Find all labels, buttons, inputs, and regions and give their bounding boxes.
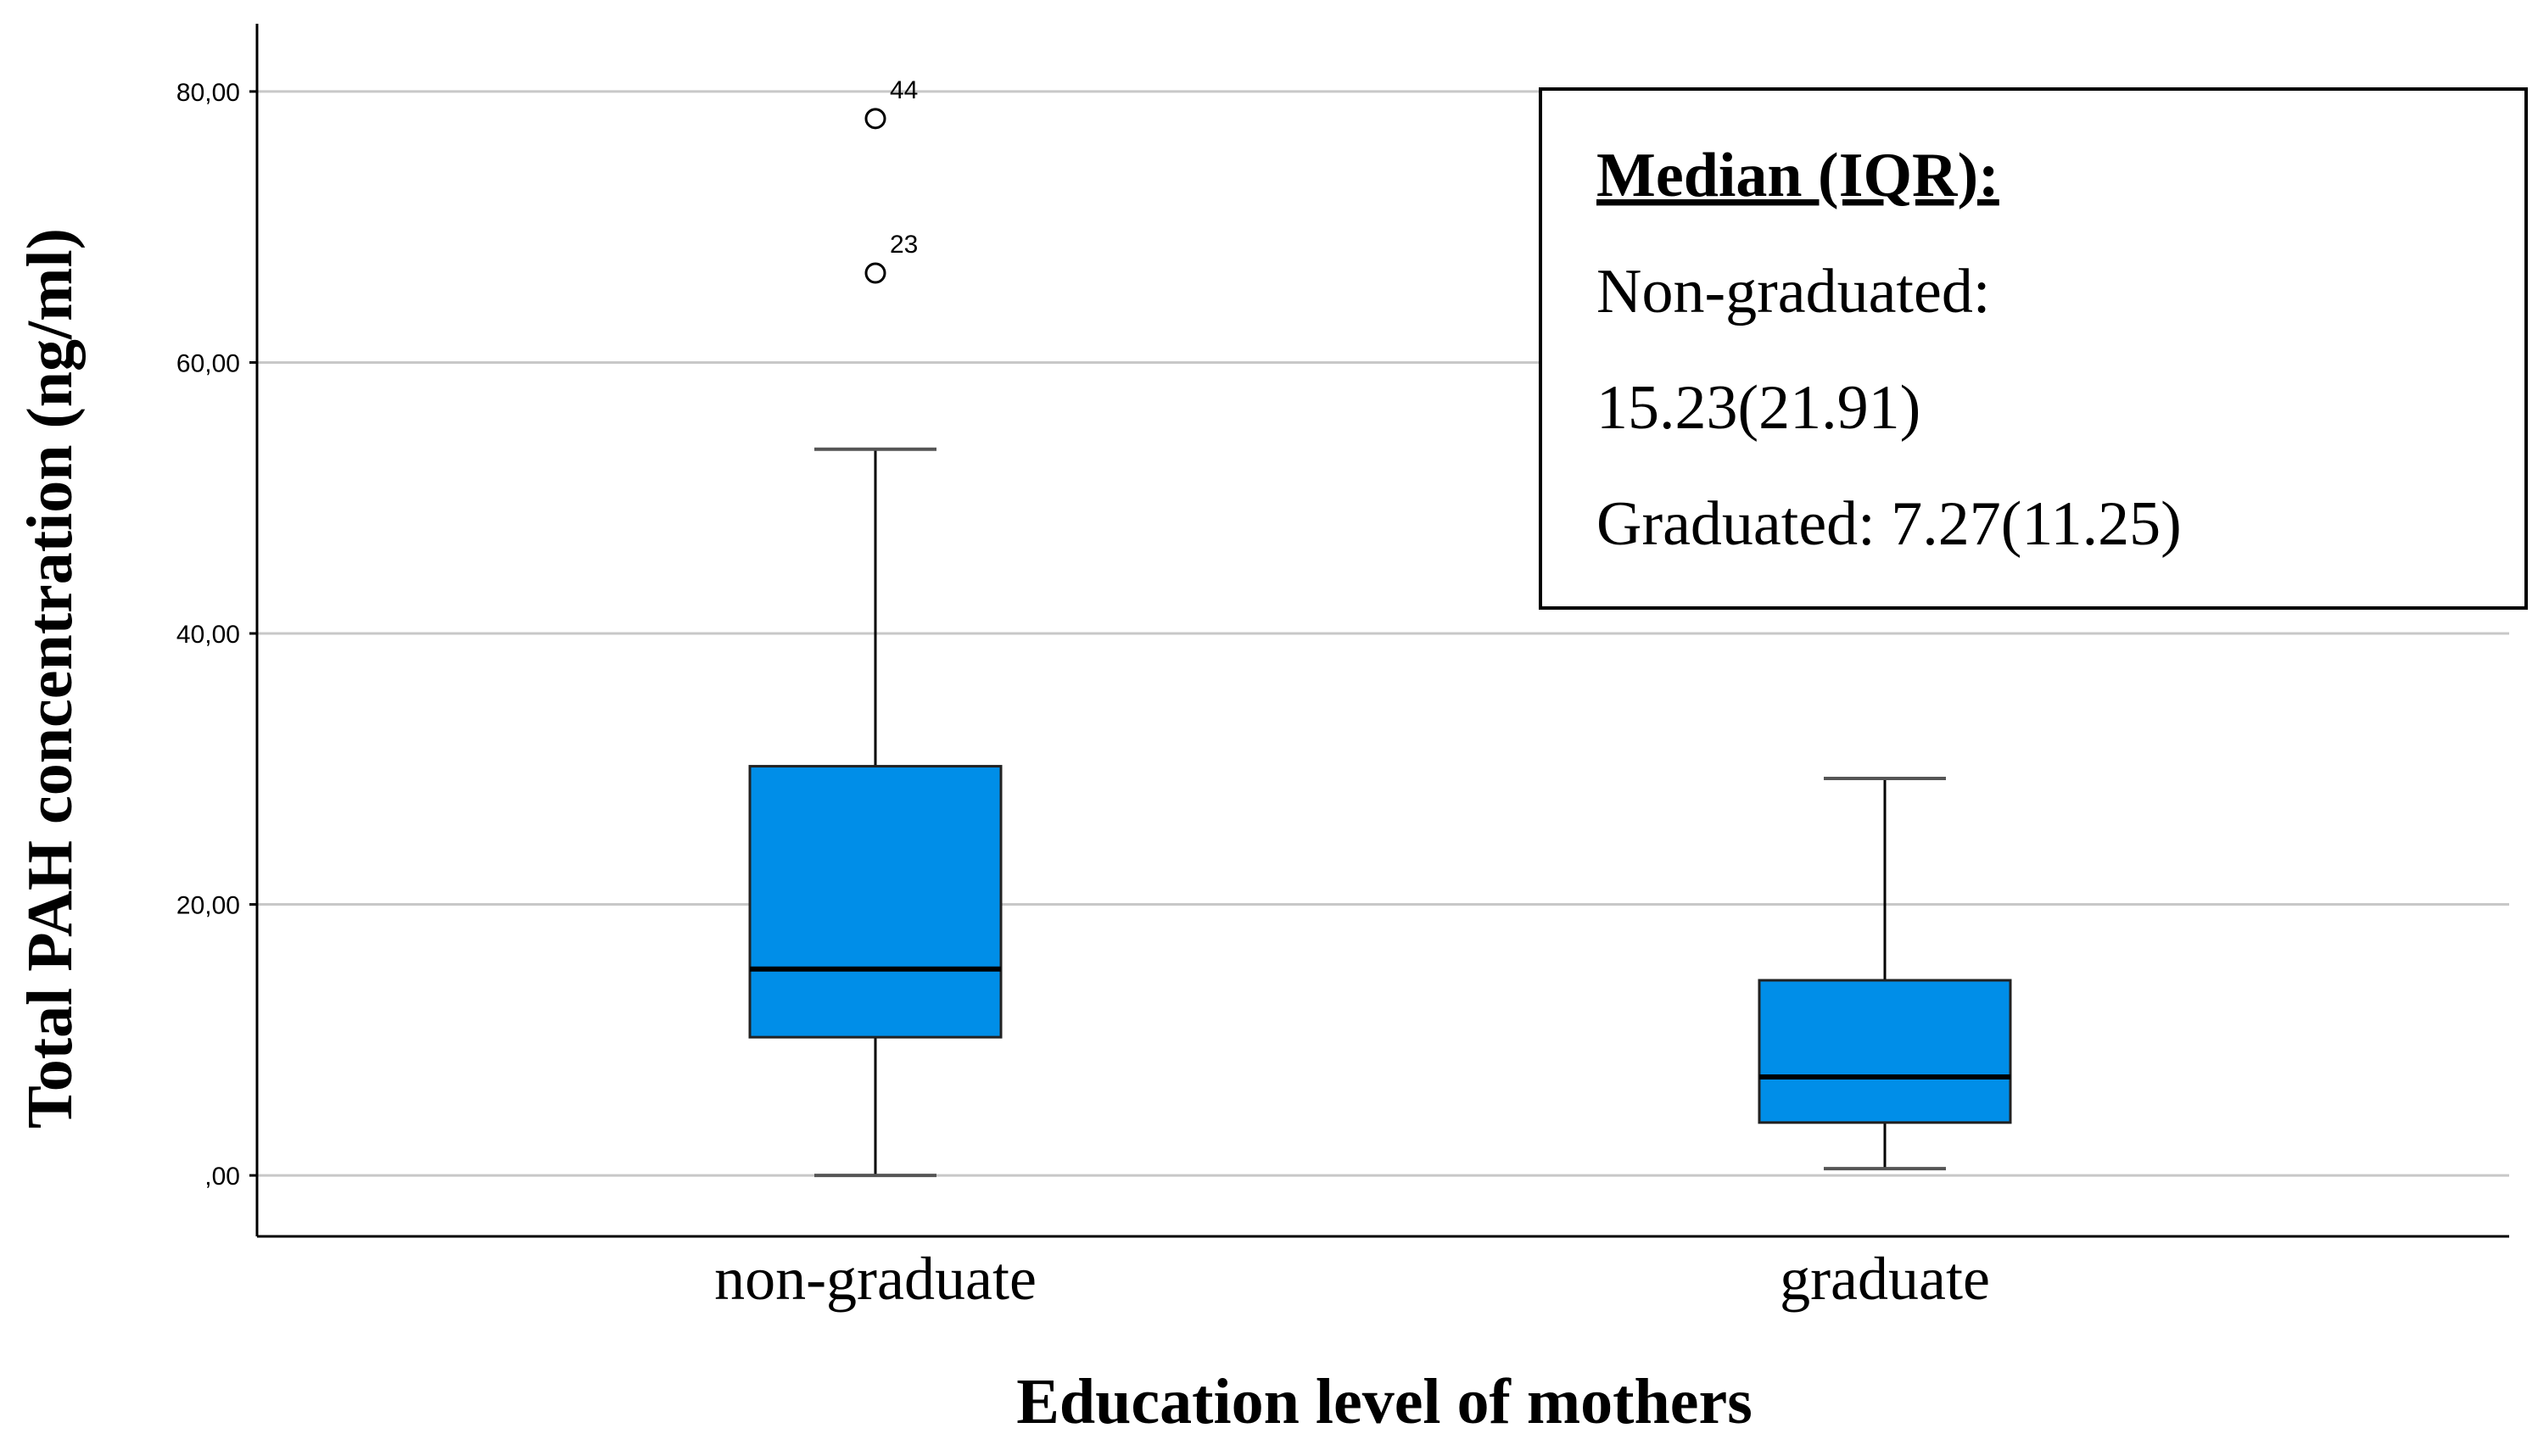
outlier-label: 44 bbox=[890, 76, 918, 104]
category-label: graduate bbox=[1780, 1245, 1990, 1313]
note-line-3: Graduated: 7.27(11.25) bbox=[1596, 489, 2182, 559]
note-box bbox=[1539, 87, 2528, 610]
outlier-point bbox=[864, 262, 886, 284]
note-line-1: Non-graduated: bbox=[1596, 257, 1990, 326]
outlier-point bbox=[864, 108, 886, 130]
median-iqr-note: Median (IQR): Non-graduated: 15.23(21.91… bbox=[1539, 87, 2528, 610]
y-tick-labels: ,00 20,00 40,00 60,00 80,00 bbox=[176, 79, 257, 1191]
axes bbox=[255, 24, 2509, 1238]
x-axis-title: Education level of mothers bbox=[1016, 1366, 1753, 1437]
y-tick-label: ,00 bbox=[204, 1163, 240, 1191]
boxes: 44 23 bbox=[748, 76, 2012, 1178]
iqr-box bbox=[748, 765, 1003, 1039]
note-line-2: 15.23(21.91) bbox=[1596, 373, 1920, 443]
outlier-label: 23 bbox=[890, 231, 918, 259]
box-non-graduate: 44 23 bbox=[748, 76, 1003, 1178]
category-labels: non-graduate graduate bbox=[714, 1245, 1990, 1313]
note-title: Median (IQR): bbox=[1596, 141, 1999, 210]
y-axis-title: Total PAH concentration (ng/ml) bbox=[14, 228, 86, 1129]
category-label: non-graduate bbox=[714, 1245, 1037, 1313]
box-graduate bbox=[1758, 776, 2012, 1171]
y-tick-label: 20,00 bbox=[176, 892, 240, 920]
y-tick-label: 80,00 bbox=[176, 79, 240, 107]
y-tick-label: 40,00 bbox=[176, 621, 240, 649]
iqr-box bbox=[1758, 979, 2012, 1124]
y-tick-label: 60,00 bbox=[176, 349, 240, 377]
